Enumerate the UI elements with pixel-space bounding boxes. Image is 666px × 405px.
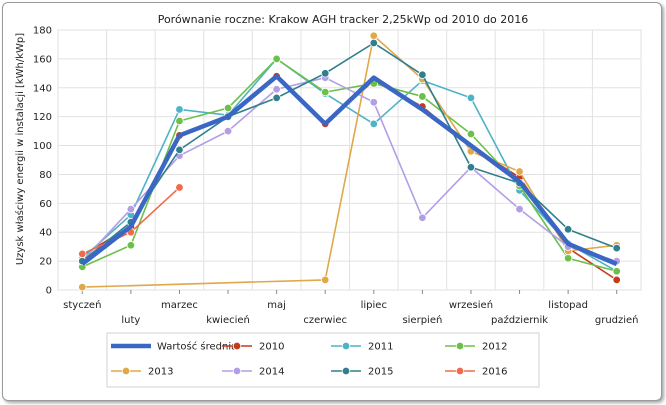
- grid-lines: [57, 29, 642, 291]
- legend-item: 2014: [222, 367, 284, 378]
- legend-label: Wartość średnia: [157, 341, 237, 353]
- legend-label: 2013: [148, 367, 173, 378]
- data-point: [126, 204, 136, 214]
- x-tick-label: wrzesień: [449, 299, 493, 311]
- y-tick-label: 40: [39, 228, 52, 239]
- y-tick-label: 160: [33, 54, 52, 65]
- x-tick-label: lipiec: [361, 300, 387, 311]
- x-tick-label: marzec: [161, 300, 198, 311]
- series-average: [80, 73, 618, 267]
- data-point: [612, 243, 621, 253]
- data-point: [321, 275, 330, 285]
- legend-label: 2011: [368, 342, 393, 353]
- x-tick-label: czerwiec: [303, 315, 347, 326]
- legend-item: 2013: [111, 367, 173, 378]
- data-point: [175, 183, 184, 192]
- series-line: [81, 58, 617, 272]
- y-tick-label: 100: [33, 141, 52, 152]
- data-point: [466, 129, 476, 139]
- x-tick-label: maj: [267, 300, 286, 311]
- chart-title: Porównanie roczne: Krakow AGH tracker 2,…: [158, 13, 529, 26]
- legend-item: 2011: [331, 342, 393, 353]
- data-point: [369, 38, 378, 48]
- legend-item: 2012: [445, 342, 507, 353]
- y-tick-label: 0: [46, 286, 52, 297]
- x-tick-label: styczeń: [63, 299, 101, 311]
- data-point: [223, 103, 233, 113]
- legend-label: 2015: [368, 367, 393, 378]
- y-axis-label: Uzysk właściwy energii w instalacji [kWh…: [14, 33, 26, 265]
- data-point: [175, 105, 184, 114]
- data-point: [369, 119, 378, 129]
- legend-label: 2012: [482, 342, 507, 353]
- legend-label: 2014: [259, 367, 284, 378]
- legend-marker: [232, 341, 242, 351]
- x-tick-label: kwiecień: [206, 314, 250, 326]
- data-point: [612, 267, 621, 276]
- x-tick-label: sierpień: [402, 314, 442, 326]
- data-point: [418, 70, 427, 79]
- legend-marker: [455, 366, 465, 376]
- x-tick-label: październik: [491, 314, 548, 326]
- legend-item: Wartość średnia: [111, 341, 237, 353]
- data-point: [369, 31, 378, 40]
- x-tick-label: listopad: [548, 300, 588, 311]
- legend-marker: [341, 341, 351, 351]
- legend: Wartość średnia 2010 2011 2012 2013 2014 2015 2…: [106, 332, 540, 388]
- x-tick-labels: styczeń luty marzec kwiecień maj czerwiec lipi…: [63, 290, 639, 326]
- data-point: [466, 163, 476, 172]
- legend-marker: [455, 341, 465, 351]
- data-point: [466, 93, 476, 103]
- y-tick-label: 20: [39, 257, 52, 268]
- data-point: [418, 92, 427, 101]
- data-point: [78, 249, 87, 259]
- series-lines: [78, 31, 621, 292]
- data-point: [321, 69, 330, 78]
- legend-item: 2016: [445, 367, 507, 378]
- legend-box: [106, 332, 540, 388]
- series-line: [81, 76, 617, 262]
- data-point: [321, 87, 330, 97]
- data-point: [223, 126, 233, 136]
- data-point: [369, 98, 378, 107]
- data-point: [175, 116, 184, 126]
- legend-marker: [232, 366, 242, 376]
- y-tick-label: 60: [39, 199, 52, 210]
- y-tick-label: 180: [33, 26, 52, 37]
- data-point: [418, 213, 427, 222]
- chart-svg: Porównanie roczne: Krakow AGH tracker 2,…: [14, 13, 642, 388]
- data-point: [175, 145, 184, 155]
- y-tick-labels: 0 20 40 60 80 100 120 140 160 180: [33, 26, 52, 297]
- legend-marker: [121, 366, 131, 376]
- data-point: [272, 93, 281, 103]
- legend-marker: [341, 366, 351, 376]
- data-point: [126, 241, 136, 250]
- data-point: [563, 254, 573, 263]
- data-point: [272, 85, 281, 94]
- data-point: [78, 282, 87, 292]
- data-point: [515, 167, 524, 176]
- x-tick-label: grudzień: [595, 314, 639, 326]
- data-point: [515, 204, 524, 214]
- y-tick-label: 140: [33, 83, 52, 94]
- legend-label: 2010: [259, 342, 284, 353]
- y-tick-label: 120: [33, 112, 52, 123]
- y-tick-label: 80: [39, 170, 52, 181]
- legend-label: 2016: [482, 367, 507, 378]
- data-point: [272, 54, 281, 64]
- legend-item: 2015: [331, 367, 393, 378]
- data-point: [612, 275, 621, 285]
- chart-frame: Porównanie roczne: Krakow AGH tracker 2,…: [2, 2, 662, 401]
- x-tick-label: luty: [121, 315, 140, 326]
- data-point: [563, 225, 573, 234]
- series-line: [80, 73, 618, 267]
- legend-item: 2010: [222, 342, 284, 353]
- series-line: [82, 34, 617, 288]
